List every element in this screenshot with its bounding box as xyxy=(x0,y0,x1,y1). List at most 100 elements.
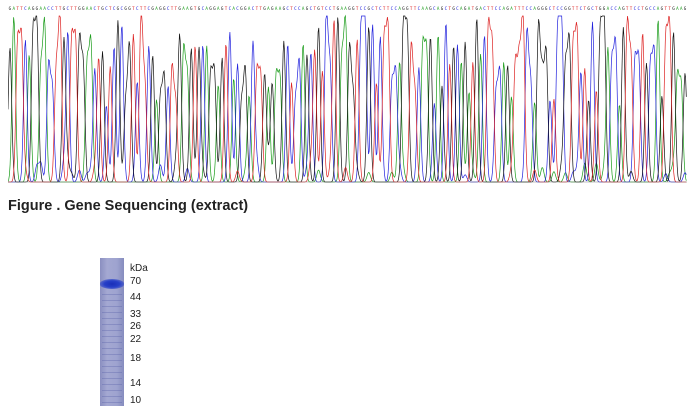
base-call-letter: G xyxy=(190,6,193,11)
base-call-letter: G xyxy=(32,6,35,11)
base-call-letter: C xyxy=(456,6,459,11)
base-call-letter: A xyxy=(425,6,428,11)
base-call-letter: A xyxy=(248,6,251,11)
trace-curves xyxy=(8,14,687,183)
ladder-label-70: 70 xyxy=(130,276,142,287)
base-call-letter: A xyxy=(155,6,158,11)
base-call-letter: T xyxy=(518,6,521,11)
base-call-letter: A xyxy=(28,6,31,11)
base-call-letter: A xyxy=(468,6,471,11)
base-call-letter: C xyxy=(391,6,394,11)
ladder-label-44: 44 xyxy=(130,292,142,303)
base-call-letter: G xyxy=(645,6,648,11)
base-call-letter: G xyxy=(159,6,162,11)
gel-unit-label: kDa xyxy=(130,263,148,274)
base-call-letter: C xyxy=(24,6,27,11)
base-call-letter: G xyxy=(163,6,166,11)
base-call-letter: G xyxy=(78,6,81,11)
base-call-letter: C xyxy=(298,6,301,11)
base-call-letter: A xyxy=(607,6,610,11)
base-call-letter: A xyxy=(398,6,401,11)
base-call-letter: C xyxy=(653,6,656,11)
ladder-label-26: 26 xyxy=(130,321,142,332)
base-call-letter: C xyxy=(121,6,124,11)
gel-smear xyxy=(102,396,122,397)
base-call-letter: C xyxy=(136,6,139,11)
base-call-letter: T xyxy=(448,6,451,11)
base-call-letter: G xyxy=(198,6,201,11)
base-call-letter: G xyxy=(429,6,432,11)
base-call-letter: T xyxy=(171,6,174,11)
base-call-letter: T xyxy=(553,6,556,11)
base-call-letter: T xyxy=(313,6,316,11)
protein-band xyxy=(100,279,124,289)
gel-smear xyxy=(102,336,122,337)
base-call-letter: T xyxy=(414,6,417,11)
base-call-letter: G xyxy=(672,6,675,11)
base-call-letter: T xyxy=(583,6,586,11)
base-call-letter: A xyxy=(43,6,46,11)
base-call-letter: G xyxy=(506,6,509,11)
gel-smear xyxy=(102,402,122,403)
base-call-letter: C xyxy=(634,6,637,11)
base-call-letter: G xyxy=(348,6,351,11)
base-call-letter: T xyxy=(16,6,19,11)
base-call-letter: A xyxy=(217,6,220,11)
base-call-letter: T xyxy=(630,6,633,11)
gel-smear xyxy=(102,372,122,373)
base-call-letter: C xyxy=(371,6,374,11)
base-call-letter: G xyxy=(317,6,320,11)
base-call-letter: C xyxy=(294,6,297,11)
base-call-letter: C xyxy=(236,6,239,11)
base-call-letter: G xyxy=(283,6,286,11)
base-call-letter: G xyxy=(244,6,247,11)
base-call-letter: C xyxy=(167,6,170,11)
base-call-letter: T xyxy=(522,6,525,11)
base-call-letter: A xyxy=(267,6,270,11)
base-call-letter: C xyxy=(360,6,363,11)
gel-smear xyxy=(102,366,122,367)
base-call-letter: T xyxy=(70,6,73,11)
base-call-letter: T xyxy=(665,6,668,11)
base-call-letter: C xyxy=(286,6,289,11)
base-call-letter: T xyxy=(55,6,58,11)
base-call-letter: C xyxy=(526,6,529,11)
gel-smear xyxy=(102,360,122,361)
base-call-letter: C xyxy=(364,6,367,11)
base-call-letter: C xyxy=(229,6,232,11)
gel-smear xyxy=(102,294,122,295)
figure-caption: Figure . Gene Sequencing (extract) xyxy=(8,198,249,214)
base-call-letter: T xyxy=(140,6,143,11)
base-call-letter: T xyxy=(225,6,228,11)
base-call-letter: T xyxy=(194,6,197,11)
base-call-letter: T xyxy=(572,6,575,11)
base-call-letter: T xyxy=(144,6,147,11)
base-call-letter: T xyxy=(97,6,100,11)
base-call-letter: G xyxy=(599,6,602,11)
base-call-letter: C xyxy=(148,6,151,11)
base-call-letter: T xyxy=(472,6,475,11)
gel-smear xyxy=(102,300,122,301)
base-call-letter: T xyxy=(290,6,293,11)
base-call-letter: G xyxy=(117,6,120,11)
base-call-letter: A xyxy=(502,6,505,11)
base-call-letter: A xyxy=(182,6,185,11)
base-call-letter: C xyxy=(560,6,563,11)
base-call-letter: T xyxy=(491,6,494,11)
base-call-letter: C xyxy=(325,6,328,11)
base-call-letter: C xyxy=(379,6,382,11)
base-call-letter: G xyxy=(684,6,687,11)
base-call-letter: G xyxy=(209,6,212,11)
base-call-letter: A xyxy=(344,6,347,11)
base-call-letter: A xyxy=(86,6,89,11)
base-call-letter: T xyxy=(383,6,386,11)
base-call-letter: G xyxy=(464,6,467,11)
base-call-letter: A xyxy=(618,6,621,11)
base-call-letter: G xyxy=(36,6,39,11)
base-call-letter: G xyxy=(128,6,131,11)
base-call-letter: C xyxy=(418,6,421,11)
base-call-letter: C xyxy=(591,6,594,11)
base-call-letter: T xyxy=(74,6,77,11)
base-call-letter: A xyxy=(205,6,208,11)
